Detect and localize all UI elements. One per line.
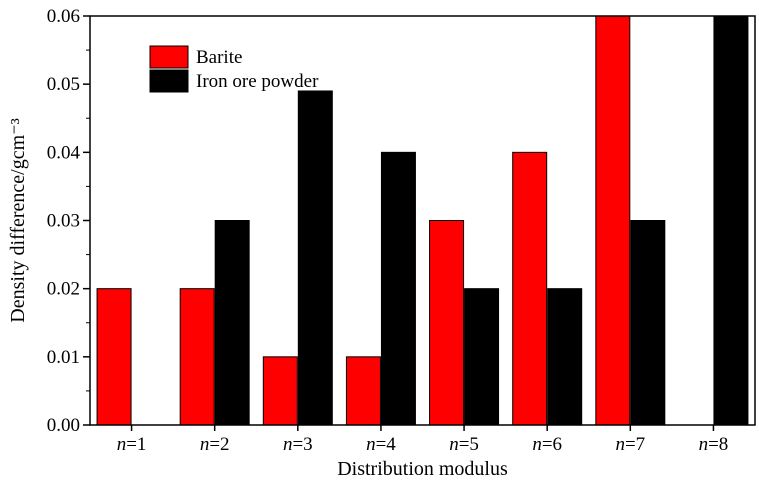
x-axis-title: Distribution modulus [337, 458, 508, 480]
y-tick-label: 0.01 [47, 347, 80, 368]
y-tick-label: 0.04 [47, 142, 81, 163]
bar-iron-ore-powder-7 [630, 220, 666, 426]
bar-barite-2 [179, 288, 215, 426]
y-tick-label: 0.00 [47, 415, 80, 436]
y-tick-label: 0.05 [47, 74, 80, 95]
y-tick-label: 0.06 [47, 6, 80, 27]
bar-barite-4 [345, 356, 381, 426]
bar-barite-6 [512, 151, 548, 426]
bar-barite-3 [262, 356, 298, 426]
legend-label-iron-ore-powder: Iron ore powder [196, 71, 319, 92]
x-tick-label: n=8 [699, 434, 729, 455]
legend-swatch-barite [149, 45, 189, 69]
x-tick-label: n=4 [366, 434, 396, 455]
bars-group [96, 15, 749, 426]
bar-iron-ore-powder-6 [547, 288, 583, 426]
x-tick-label: n=7 [615, 434, 645, 455]
x-tick-label: n=6 [532, 434, 562, 455]
legend-label-barite: Barite [196, 47, 242, 68]
bar-iron-ore-powder-3 [297, 90, 333, 426]
bar-barite-5 [429, 220, 465, 426]
bar-iron-ore-powder-5 [464, 288, 500, 426]
x-tick-label: n=3 [283, 434, 313, 455]
legend: Barite Iron ore powder [149, 45, 319, 93]
x-tick-label: n=5 [449, 434, 479, 455]
y-axis-title: Density difference/gcm⁻³ [7, 118, 29, 322]
bar-iron-ore-powder-8 [713, 15, 749, 426]
x-tick-label: n=1 [117, 434, 147, 455]
legend-swatch-iron-ore-powder [149, 69, 189, 93]
bar-iron-ore-powder-4 [380, 151, 416, 426]
x-axis: n=1 n=2 n=3 n=4 n=5 n=6 n=7 n=8 [117, 425, 729, 455]
y-tick-label: 0.02 [47, 279, 80, 300]
x-tick-label: n=2 [200, 434, 230, 455]
y-tick-label: 0.03 [47, 211, 80, 232]
bar-barite-7 [595, 15, 631, 426]
y-axis: 0.00 0.01 0.02 0.03 0.04 0.05 0.06 [47, 6, 90, 436]
bar-barite-1 [96, 288, 132, 426]
bar-iron-ore-powder-2 [214, 220, 250, 426]
